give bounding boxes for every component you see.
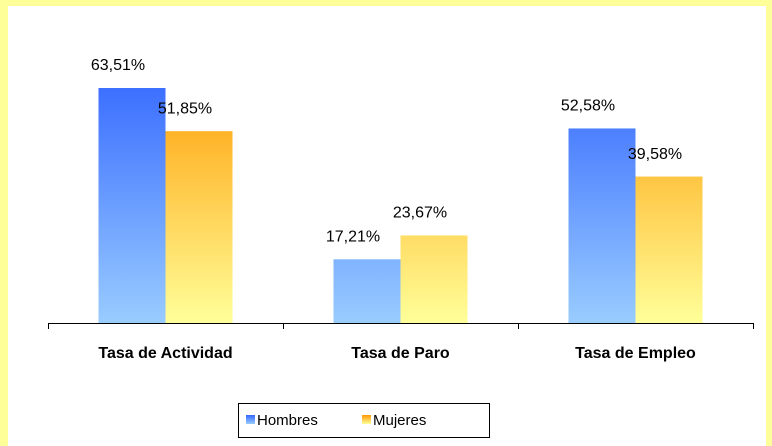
data-label: 23,67% [393, 205, 447, 222]
bar [400, 235, 468, 323]
data-label: 17,21% [326, 229, 380, 246]
legend-box [238, 403, 490, 438]
data-label: 51,85% [158, 100, 212, 117]
x-tick-label: Tasa de Actividad [98, 345, 232, 362]
x-tick-label: Tasa de Empleo [575, 345, 696, 362]
data-label: 63,51% [91, 57, 145, 74]
legend-swatch [362, 415, 371, 424]
legend-label: Mujeres [373, 412, 426, 429]
bar [165, 131, 233, 323]
legend-label: Hombres [257, 412, 318, 429]
data-label: 39,58% [628, 146, 682, 163]
bar [568, 128, 636, 323]
legend-swatch [246, 415, 255, 424]
bar [98, 88, 166, 323]
bar [635, 176, 703, 323]
bar [333, 259, 401, 323]
data-label: 52,58% [561, 98, 615, 115]
x-tick-label: Tasa de Paro [351, 345, 450, 362]
